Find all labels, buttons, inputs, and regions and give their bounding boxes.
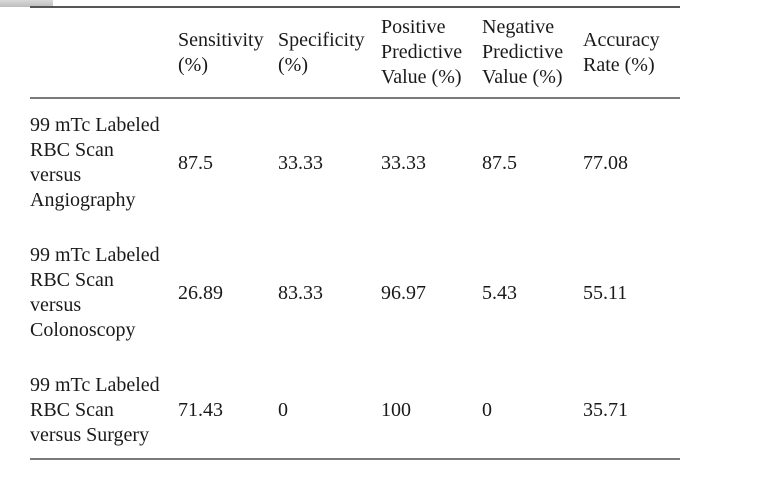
header-line: Sensitivity xyxy=(178,28,264,51)
row-label-line: RBC Scan xyxy=(30,399,114,421)
row-label-line: RBC Scan xyxy=(30,139,114,161)
table-row-angiography: 99 mTc Labeled RBC Scan versus Angiograp… xyxy=(30,113,680,213)
cell-accuracy: 55.11 xyxy=(583,281,628,304)
cell-ppv: 33.33 xyxy=(381,151,426,174)
cell-specificity: 0 xyxy=(278,399,288,421)
cell-accuracy: 35.71 xyxy=(583,399,628,421)
cell-npv: 0 xyxy=(482,399,492,421)
row-label: 99 mTc Labeled RBC Scan versus Surgery xyxy=(30,373,178,448)
row-label-line: Angiography xyxy=(30,189,136,211)
table-row-surgery: 99 mTc Labeled RBC Scan versus Surgery 7… xyxy=(30,373,680,448)
table-row-colonoscopy: 99 mTc Labeled RBC Scan versus Colonosco… xyxy=(30,243,680,343)
header-cell-specificity: Specificity (%) xyxy=(278,28,381,78)
header-cell-sensitivity: Sensitivity (%) xyxy=(178,28,278,78)
table-header-row: Sensitivity (%) Specificity (%) Positive… xyxy=(30,8,680,99)
row-label: 99 mTc Labeled RBC Scan versus Colonosco… xyxy=(30,243,178,343)
header-line: Accuracy xyxy=(583,28,660,51)
cell-specificity: 83.33 xyxy=(278,281,323,304)
row-label-line: 99 mTc Labeled xyxy=(30,374,160,396)
row-label: 99 mTc Labeled RBC Scan versus Angiograp… xyxy=(30,113,178,213)
header-line: Positive xyxy=(381,16,446,38)
diagnostic-results-table: Sensitivity (%) Specificity (%) Positive… xyxy=(30,6,680,460)
row-label-line: Colonoscopy xyxy=(30,319,136,341)
cell-sensitivity: 26.89 xyxy=(178,281,223,304)
header-line: Predictive xyxy=(482,41,564,63)
cell-ppv: 96.97 xyxy=(381,281,426,304)
header-cell-positive-predictive-value: Positive Predictive Value (%) xyxy=(381,15,482,90)
cell-accuracy: 77.08 xyxy=(583,151,628,174)
header-line: (%) xyxy=(278,53,308,76)
row-label-line: 99 mTc Labeled xyxy=(30,244,160,266)
header-line: Specificity xyxy=(278,28,365,51)
header-cell-accuracy-rate: Accuracy Rate (%) xyxy=(583,28,680,78)
header-cell-negative-predictive-value: Negative Predictive Value (%) xyxy=(482,15,583,90)
gray-corner-fragment xyxy=(0,0,53,7)
cell-sensitivity: 87.5 xyxy=(178,151,213,174)
header-line: Rate (%) xyxy=(583,53,655,76)
row-label-line: versus xyxy=(30,164,82,186)
row-label-line: versus xyxy=(30,294,82,316)
table-body: 99 mTc Labeled RBC Scan versus Angiograp… xyxy=(30,99,680,460)
cell-npv: 87.5 xyxy=(482,151,517,174)
header-line: Value (%) xyxy=(482,66,563,88)
cell-sensitivity: 71.43 xyxy=(178,399,223,421)
header-line: (%) xyxy=(178,53,208,76)
header-line: Negative xyxy=(482,16,555,38)
header-line: Value (%) xyxy=(381,66,462,88)
cell-ppv: 100 xyxy=(381,399,411,421)
header-line: Predictive xyxy=(381,41,463,63)
cell-specificity: 33.33 xyxy=(278,151,323,174)
row-label-line: 99 mTc Labeled xyxy=(30,114,160,136)
row-label-line: RBC Scan xyxy=(30,269,114,291)
cell-npv: 5.43 xyxy=(482,281,517,304)
row-label-line: versus Surgery xyxy=(30,424,150,446)
